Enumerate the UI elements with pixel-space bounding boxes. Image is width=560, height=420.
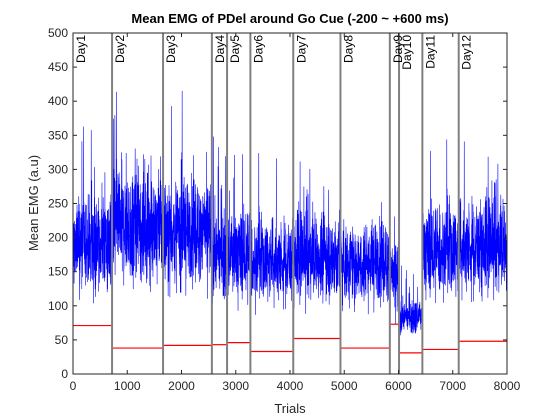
y-tick-label: 50: [55, 333, 69, 347]
day-label-day10: Day10: [400, 35, 414, 70]
x-axis-label: Trials: [274, 401, 306, 416]
emg-trace-day1: [72, 126, 113, 304]
emg-series: [72, 90, 508, 336]
day-label-day2: Day2: [113, 35, 127, 63]
x-tick-label: 5000: [331, 379, 358, 393]
y-tick-label: 250: [48, 197, 68, 211]
emg-trace-day9: [389, 216, 400, 325]
y-tick-label: 350: [48, 128, 68, 142]
emg-trace-day12: [458, 141, 508, 303]
emg-trace-day3: [162, 90, 213, 299]
day-label-day6: Day6: [251, 35, 265, 63]
y-tick-label: 400: [48, 94, 68, 108]
emg-trace-day4: [211, 136, 228, 304]
emg-trace-day5: [226, 154, 251, 311]
day-label-day4: Day4: [213, 35, 227, 63]
day-label-day5: Day5: [228, 35, 242, 63]
day-label-day3: Day3: [164, 35, 178, 63]
day-label-day11: Day11: [423, 35, 437, 69]
y-tick-label: 450: [48, 60, 68, 74]
day-label-day1: Day1: [74, 35, 88, 63]
emg-trace-day11: [422, 139, 460, 304]
y-axis-label: Mean EMG (a.u): [26, 155, 41, 251]
emg-trace-day2: [111, 91, 164, 293]
y-tick-label: 100: [48, 299, 68, 313]
y-tick-label: 300: [48, 162, 68, 176]
y-tick-label: 200: [48, 231, 68, 245]
x-tick-label: 2000: [168, 379, 195, 393]
plot-background: [73, 33, 507, 374]
y-ticks: 0 50 100 150 200 250 300 350 400 450 500: [48, 26, 507, 381]
emg-trace-day7: [292, 161, 341, 314]
emg-trace-day10: [398, 265, 423, 336]
y-tick-label: 500: [48, 26, 68, 40]
x-tick-label: 1000: [114, 379, 141, 393]
day-label-day8: Day8: [341, 35, 355, 63]
emg-trace-day6: [250, 153, 294, 315]
y-tick-label: 0: [61, 367, 68, 381]
x-tick-label: 0: [70, 379, 77, 393]
day-label-day7: Day7: [294, 35, 308, 63]
day-labels: Day1 Day2 Day3 Day4 Day5 Day6 Day7 Day8 Day9Day1…: [74, 35, 474, 70]
y-tick-label: 150: [48, 265, 68, 279]
day-boundaries: [111, 33, 460, 374]
day-label-day12: Day12: [460, 35, 474, 70]
x-tick-label: 3000: [222, 379, 249, 393]
x-tick-label: 7000: [439, 379, 466, 393]
x-tick-label: 6000: [385, 379, 412, 393]
baseline-series: [73, 323, 507, 354]
x-ticks: 0 1000 2000 3000 4000 5000 6000 7000 8000: [70, 33, 521, 393]
chart-title: Mean EMG of PDel around Go Cue (-200 ~ +…: [131, 11, 448, 26]
x-tick-label: 4000: [277, 379, 304, 393]
emg-trace-day8: [340, 202, 391, 315]
day-label-day9: Day9: [391, 35, 405, 63]
x-tick-label: 8000: [494, 379, 521, 393]
